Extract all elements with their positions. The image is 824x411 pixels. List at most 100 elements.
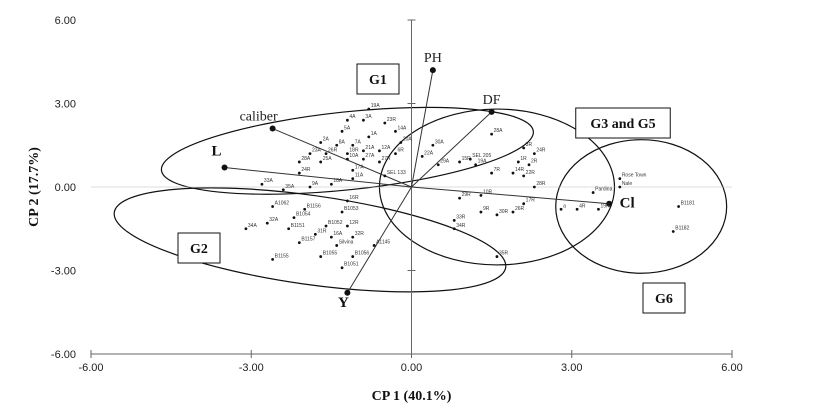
observation-point	[265, 221, 269, 225]
x-tick-label: -3.00	[239, 362, 264, 374]
observation-point	[244, 227, 248, 231]
observation-label: 34A	[248, 223, 258, 229]
observation-point	[490, 171, 494, 175]
observation-point	[671, 230, 675, 233]
observation-point	[458, 160, 461, 164]
observation-point	[490, 132, 494, 136]
observation-label: 4R	[579, 203, 586, 209]
group-ellipse	[555, 139, 728, 274]
observation-point	[271, 205, 275, 208]
observation-point	[324, 224, 328, 228]
observation-label: 6R	[397, 148, 404, 154]
observation-point	[319, 255, 323, 258]
observation-label: B1157	[301, 237, 315, 243]
observation-label: A1062	[275, 200, 290, 206]
observation-point	[511, 210, 515, 214]
observation-label: a	[563, 203, 566, 209]
observation-point	[271, 257, 275, 261]
observation-label: 5A	[344, 125, 351, 131]
observation-label: 9R	[483, 206, 490, 212]
group-ellipse	[160, 106, 534, 195]
observation-label: B1052	[328, 220, 343, 226]
observation-point	[378, 149, 381, 153]
y-tick-label: 6.00	[55, 15, 76, 27]
variable-vector	[411, 186, 610, 205]
variable-vector	[224, 167, 412, 188]
observation-label: 3A	[365, 114, 372, 120]
observation-label: B1156	[307, 203, 321, 209]
variable-endpoint	[429, 67, 436, 74]
observation-point	[575, 207, 579, 211]
observation-label: 17R	[526, 198, 536, 204]
variable-endpoint	[269, 125, 276, 132]
observation-point	[340, 129, 344, 133]
observation-label: 30R	[499, 209, 509, 215]
observation-point	[511, 171, 515, 175]
observation-label: B1151	[291, 223, 305, 229]
observation-label: 22A	[424, 150, 434, 156]
observation-label: 2A	[323, 136, 330, 142]
observation-point	[297, 171, 301, 175]
observation-label: 10R	[483, 189, 493, 195]
observation-point	[351, 143, 355, 147]
observation-point	[479, 193, 483, 197]
observation-label: 19R	[600, 203, 610, 209]
observation-label: B1055	[323, 251, 338, 257]
group-labels-layer: G1 G2 G3 and G5 G6	[177, 63, 686, 314]
variable-vector	[411, 70, 434, 188]
observation-point	[351, 168, 355, 172]
observation-label: 33A	[264, 178, 274, 184]
observation-point	[378, 160, 381, 164]
observation-label: 26R	[515, 206, 525, 212]
observation-point	[383, 174, 387, 178]
observation-point	[618, 177, 622, 181]
group-label: G1	[369, 73, 387, 88]
observation-point	[303, 207, 307, 211]
observation-point	[431, 143, 435, 147]
observation-point	[292, 216, 296, 220]
variable-label: Cl	[620, 196, 635, 212]
variable-label: L	[212, 144, 222, 160]
observation-label: 34R	[456, 223, 466, 229]
observation-point	[308, 185, 312, 189]
observation-label: 20A	[403, 136, 413, 142]
observation-point	[516, 160, 520, 164]
observation-label: 33R	[456, 214, 466, 220]
observation-label: 15R	[462, 156, 472, 162]
observation-point	[367, 107, 371, 111]
observation-point	[308, 152, 312, 156]
observation-point	[340, 266, 344, 270]
observation-label: 21A	[365, 145, 375, 151]
observation-label: 12A	[381, 145, 391, 151]
group-label-box	[177, 232, 221, 264]
observation-label: 2R	[531, 159, 538, 165]
observation-label: B1182	[675, 226, 689, 232]
observation-label: Pardina	[595, 187, 612, 193]
observation-label: B1051	[344, 262, 359, 268]
observation-point	[346, 157, 349, 161]
y-tick-label: 0.00	[55, 182, 76, 194]
group-ellipse	[113, 187, 507, 293]
observation-point	[346, 152, 349, 156]
observation-label: 22R	[526, 170, 536, 176]
observation-label: 7A	[355, 139, 362, 145]
observation-point	[527, 163, 531, 167]
group-label-box	[575, 107, 671, 139]
observation-point	[329, 235, 333, 239]
variable-endpoint	[488, 108, 495, 115]
observation-label: 19A	[371, 103, 381, 109]
observation-label: Nale	[622, 181, 633, 187]
observation-point	[319, 141, 323, 144]
observation-label: 32R	[355, 231, 365, 237]
observation-point	[362, 149, 365, 153]
x-tick-label: 3.00	[561, 362, 582, 374]
observation-point	[495, 213, 499, 217]
x-axis-title: CP 1 (40.1%)	[372, 389, 452, 404]
observation-point	[436, 163, 440, 167]
observation-point	[383, 121, 387, 125]
variable-vector	[272, 128, 412, 188]
y-tick-label: -6.00	[51, 349, 76, 361]
observation-point	[677, 205, 680, 208]
observation-label: 14R	[515, 167, 525, 173]
